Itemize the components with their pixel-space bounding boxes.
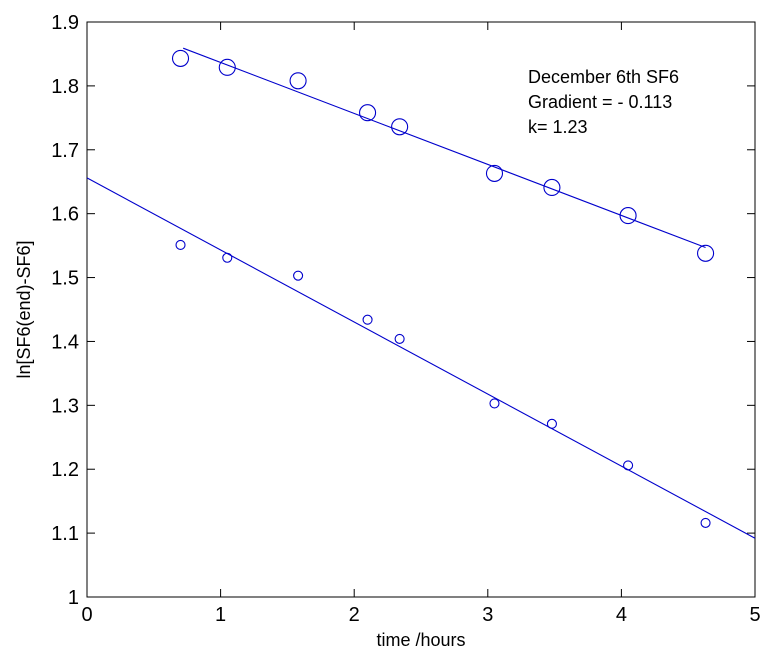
- fit-lines: [86, 47, 756, 539]
- data-point-series-1: [619, 207, 637, 225]
- y-tick-label: 1.9: [51, 12, 79, 34]
- data-point-series-2: [362, 314, 373, 325]
- y-tick-label: 1.2: [51, 459, 79, 481]
- y-tick-label: 1.1: [51, 523, 79, 545]
- data-point-series-1: [359, 104, 377, 122]
- x-tick-label: 3: [482, 604, 493, 626]
- data-point-series-1: [391, 118, 409, 136]
- data-point-series-1: [171, 49, 190, 67]
- tick-labels: 0 1 2 3 4 511.11.21.31.41.51.61.71.81.9: [51, 12, 760, 626]
- data-point-series-2: [700, 517, 711, 528]
- data-point-series-2: [546, 418, 557, 429]
- x-tick-label: 4: [616, 604, 627, 626]
- data-point-series-1: [485, 164, 504, 182]
- y-tick-label: 1.7: [51, 140, 79, 162]
- data-point-series-1: [218, 58, 236, 76]
- x-axis-label: time /hours: [376, 630, 465, 650]
- annotation-gradient: Gradient = - 0.113: [528, 92, 672, 112]
- x-tick-label: 5: [749, 604, 760, 626]
- y-tick-label: 1.5: [51, 268, 79, 290]
- annotation-title: December 6th SF6: [528, 67, 679, 87]
- annotation-k: k= 1.23: [528, 117, 588, 137]
- x-tick-label: 1: [215, 604, 226, 626]
- data-point-series-1: [289, 72, 307, 90]
- data-markers: [171, 49, 715, 528]
- data-point-series-1: [543, 178, 561, 197]
- data-point-series-2: [489, 398, 500, 409]
- y-tick-label: 1.4: [51, 331, 79, 353]
- annotation-block: December 6th SF6 Gradient = - 0.113 k= 1…: [528, 67, 679, 137]
- data-point-series-2: [394, 333, 405, 344]
- data-point-series-2: [175, 239, 186, 251]
- x-tick-label: 0: [81, 604, 92, 626]
- x-tick-label: 2: [349, 604, 360, 626]
- data-point-series-2: [623, 460, 634, 471]
- data-point-series-2: [222, 252, 233, 263]
- y-tick-label: 1.6: [51, 204, 79, 226]
- data-point-series-1: [697, 244, 715, 262]
- fit-line-series-1: [182, 47, 706, 249]
- data-point-series-2: [293, 270, 304, 281]
- y-tick-label: 1.3: [51, 395, 79, 417]
- fit-line-series-2: [86, 177, 756, 539]
- axes: [86, 21, 756, 598]
- tick-marks: [86, 21, 756, 598]
- plot-frame: [86, 21, 756, 598]
- y-axis-label: ln[SF6(end)-SF6]: [14, 240, 34, 378]
- y-tick-label: 1: [68, 587, 79, 609]
- y-tick-label: 1.8: [51, 76, 79, 98]
